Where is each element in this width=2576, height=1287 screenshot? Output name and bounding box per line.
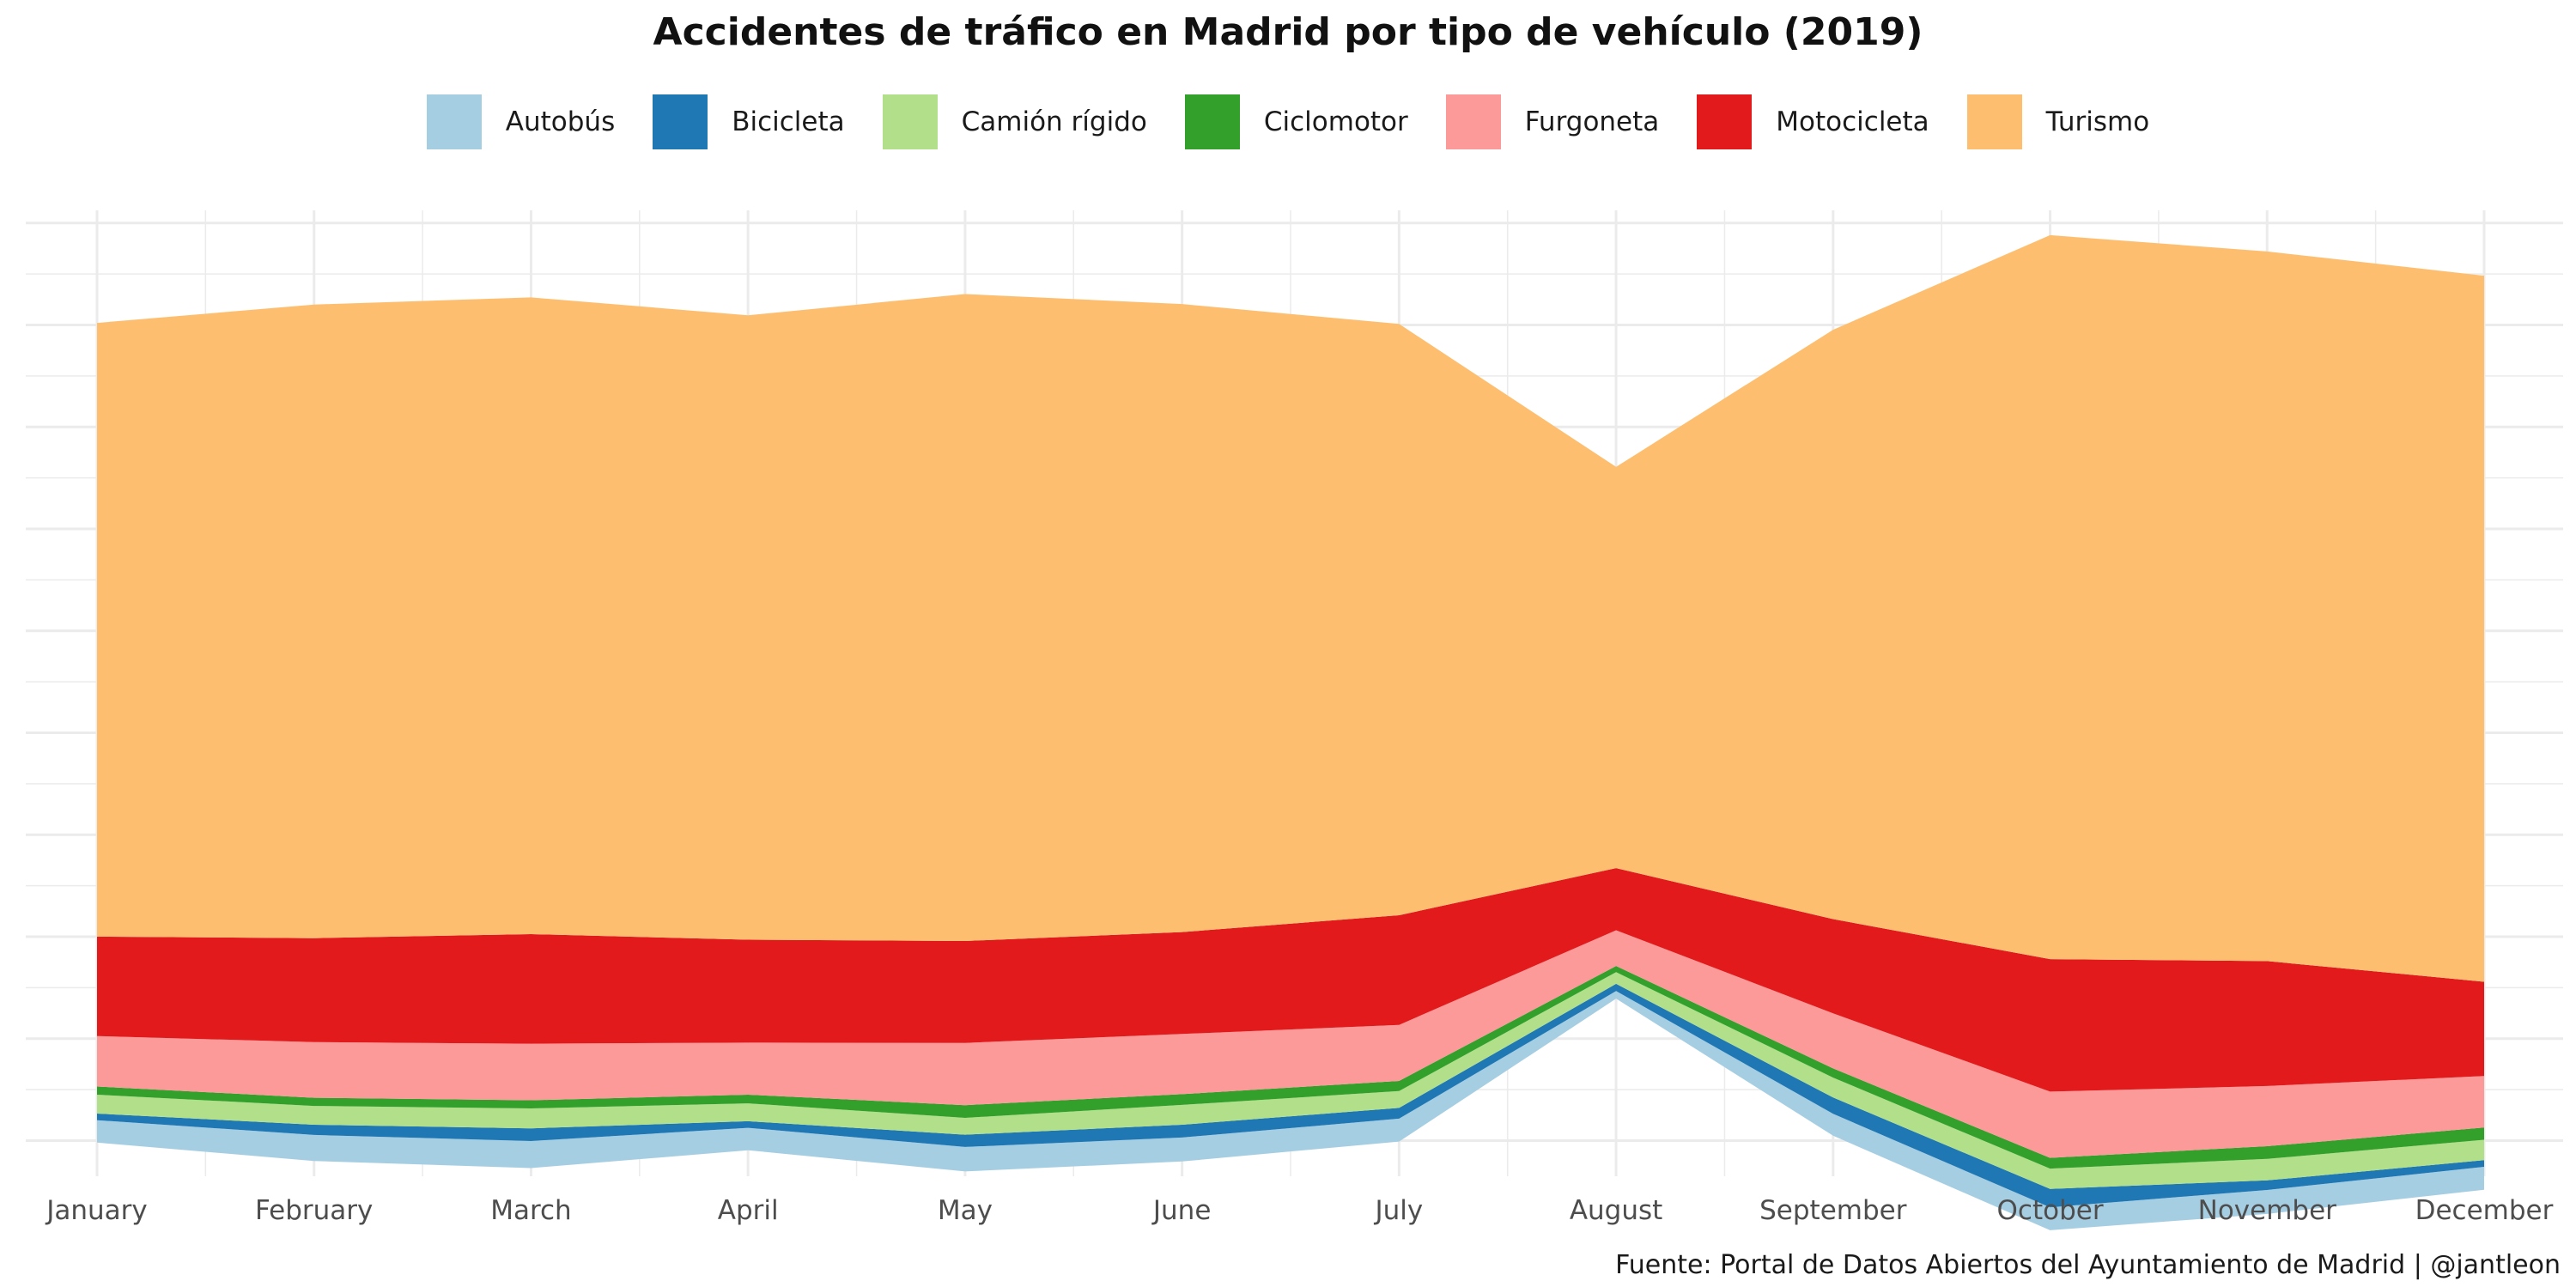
area-series [97,930,2484,1158]
x-tick-label: December [2415,1195,2554,1226]
legend-swatch [653,94,708,149]
area-series [97,234,2484,982]
legend-label: Camión rígido [961,106,1147,137]
legend: Autobús Bicicleta Camión rígido Ciclomotor F… [0,94,2576,149]
x-tick-label: March [490,1195,572,1226]
x-tick-label: February [255,1195,373,1226]
x-tick-label: September [1759,1195,1907,1226]
legend-swatch [1697,94,1753,149]
legend-swatch [426,94,482,149]
area-series [97,991,2484,1230]
x-axis-tick-labels: January February March April May June July Augu… [45,1195,2553,1226]
legend-item: Ciclomotor [1184,94,1408,149]
x-tick-label: October [1997,1195,2104,1226]
area-series [97,868,2484,1092]
x-tick-label: November [2198,1195,2337,1226]
legend-label: Furgoneta [1524,106,1660,137]
x-tick-label: April [718,1195,779,1226]
legend-swatch [882,94,938,149]
x-tick-label: May [938,1195,993,1226]
legend-item: Furgoneta [1445,94,1660,149]
legend-label: Motocicleta [1776,106,1929,137]
stream-areas [97,234,2484,1230]
legend-swatch [1966,94,2022,149]
legend-label: Ciclomotor [1263,106,1408,137]
x-tick-label: June [1151,1195,1212,1226]
area-series [97,983,2484,1208]
legend-swatch [1184,94,1240,149]
legend-label: Autobús [505,106,616,137]
chart-title: Accidentes de tráfico en Madrid por tipo… [653,10,1923,54]
x-tick-label: August [1570,1195,1663,1226]
legend-item: Camión rígido [882,94,1147,149]
legend-item: Bicicleta [653,94,845,149]
legend-item: Motocicleta [1697,94,1929,149]
legend-swatch [1445,94,1501,149]
x-tick-label: July [1373,1195,1423,1226]
legend-item: Turismo [1966,94,2150,149]
caption: Fuente: Portal de Datos Abiertos del Ayu… [1615,1250,2561,1280]
area-series [97,972,2484,1189]
area-series [97,966,2484,1169]
x-tick-label: January [45,1195,148,1226]
legend-label: Turismo [2045,106,2150,137]
legend-label: Bicicleta [732,106,845,137]
legend-item: Autobús [426,94,616,149]
